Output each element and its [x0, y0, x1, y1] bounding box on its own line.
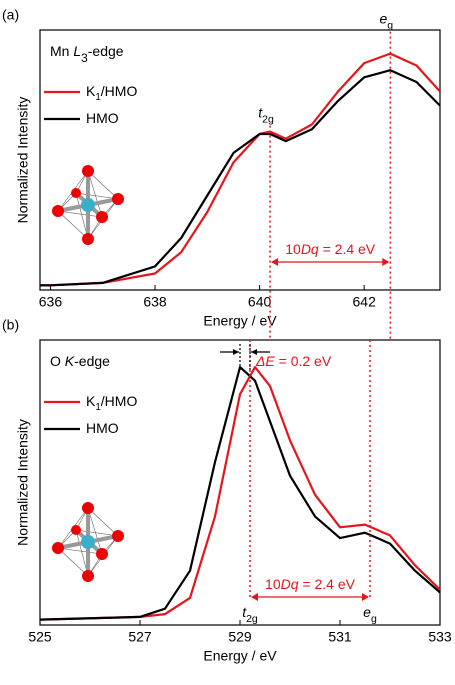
legend-label-part: HMO	[86, 420, 119, 436]
peak-label-part: 2g	[246, 613, 258, 625]
legend-label: K1/HMO	[86, 83, 137, 103]
shift-label-part: = 0.2 eV	[275, 353, 332, 369]
peak-label: eg	[380, 10, 394, 31]
splitting-label-part: 10	[285, 241, 301, 257]
legend-label-part: /HMO	[101, 393, 138, 409]
splitting-label-part: Dq	[281, 576, 299, 592]
panel-title-part: L	[73, 43, 81, 59]
peak-label: eg	[363, 604, 377, 625]
y-axis-label: Normalized Intensity	[15, 419, 31, 546]
structure-icon	[52, 165, 124, 245]
splitting-label-part: = 2.4 eV	[299, 576, 356, 592]
panel-title-part: O	[50, 353, 65, 369]
structure-icon	[52, 502, 124, 582]
panel-title-part: Mn	[50, 43, 73, 59]
splitting-label-part: Dq	[301, 241, 319, 257]
peak-label: t2g	[258, 104, 274, 125]
peak-label-part: 2g	[262, 113, 274, 125]
panel-label: (b)	[2, 317, 19, 333]
panel-title: O K-edge	[50, 353, 110, 369]
y-axis-label: Normalized Intensity	[15, 97, 31, 224]
peak-label-part: g	[387, 19, 393, 31]
x-tick-label: 531	[328, 629, 352, 645]
x-tick-label: 533	[428, 629, 452, 645]
x-axis-label: Energy / eV	[203, 648, 277, 664]
x-tick-label: 640	[248, 294, 272, 310]
shift-label: ΔE = 0.2 eV	[255, 353, 332, 369]
x-tick-label: 636	[39, 294, 63, 310]
shift-label-part: ΔE	[255, 353, 275, 369]
legend-label-part: HMO	[86, 110, 119, 126]
plot-frame	[40, 30, 440, 290]
x-axis-label: Energy / eV	[203, 313, 277, 329]
x-tick-label: 527	[128, 629, 152, 645]
plot-frame	[40, 340, 440, 625]
legend-label: HMO	[86, 420, 119, 436]
x-tick-label: 638	[143, 294, 167, 310]
splitting-label: 10Dq = 2.4 eV	[265, 576, 356, 592]
panel-title-part: -edge	[74, 353, 110, 369]
panel-label: (a)	[2, 7, 19, 23]
peak-label: t2g	[242, 604, 258, 625]
splitting-label-part: = 2.4 eV	[319, 241, 376, 257]
panel-title-part: -edge	[88, 43, 124, 59]
peak-label-part: e	[363, 604, 371, 620]
legend-label: HMO	[86, 110, 119, 126]
legend-label: K1/HMO	[86, 393, 137, 413]
peak-label-part: g	[371, 613, 377, 625]
x-tick-label: 525	[28, 629, 52, 645]
peak-label-part: e	[380, 10, 388, 26]
figure: (a) 636 638 640 642 Energy / eV Normalized Int…	[0, 0, 455, 685]
x-tick-label: 529	[228, 629, 252, 645]
arrow-head	[233, 349, 257, 355]
splitting-label-part: 10	[265, 576, 281, 592]
x-tick-label: 642	[353, 294, 377, 310]
splitting-label: 10Dq = 2.4 eV	[285, 241, 376, 257]
legend-label-part: /HMO	[101, 83, 138, 99]
panel-title: Mn L3-edge	[50, 43, 124, 65]
